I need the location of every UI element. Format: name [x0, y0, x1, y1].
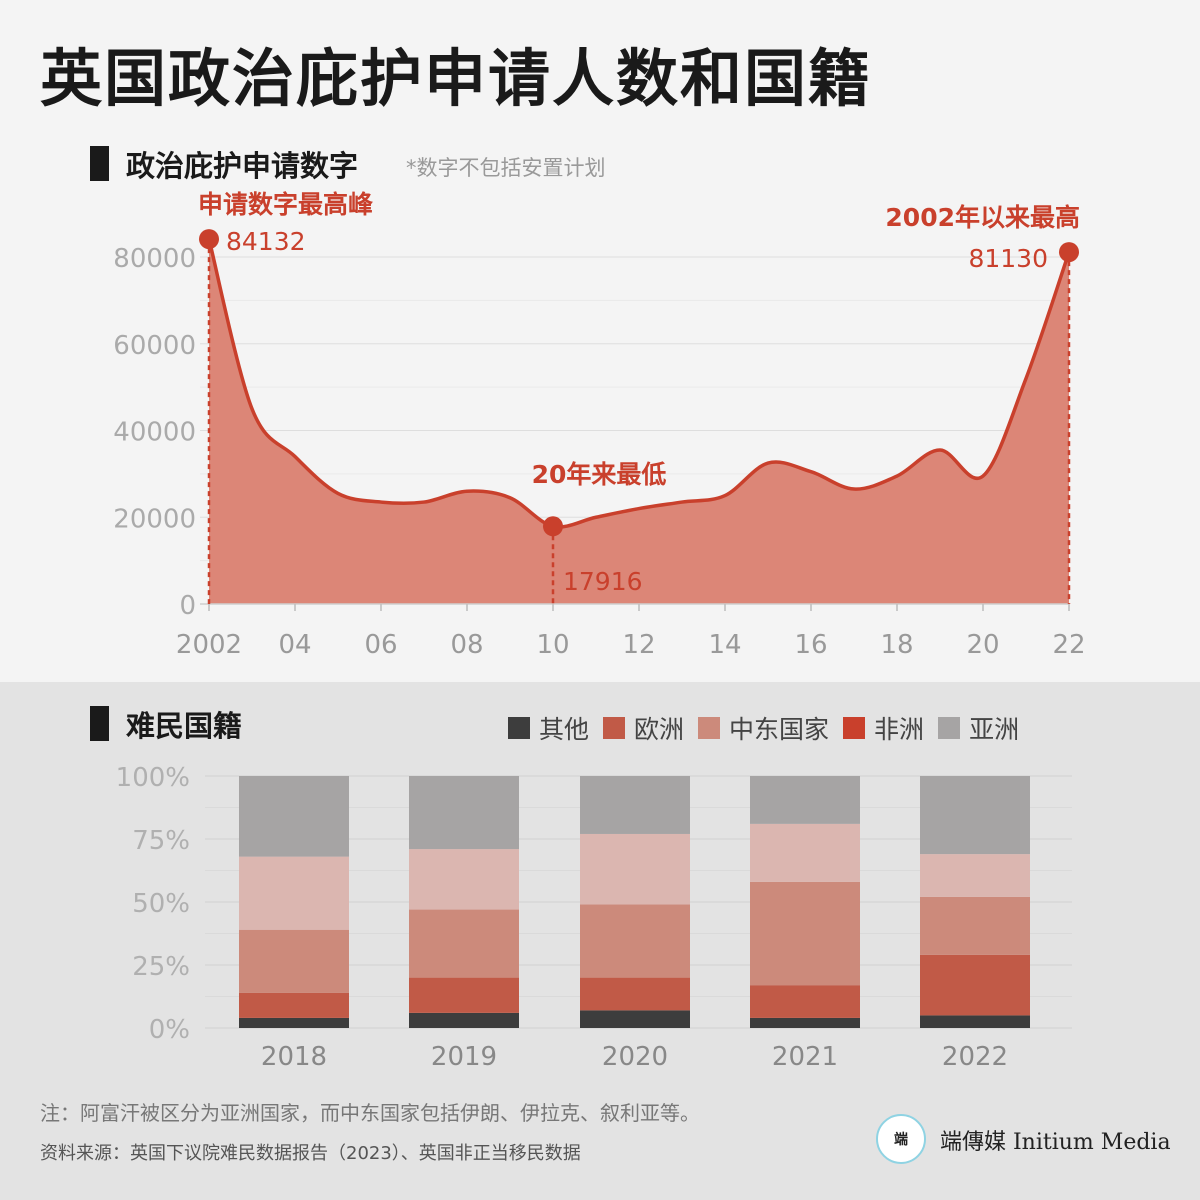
legend-label-europe: 欧洲 [634, 715, 685, 744]
y-tick-label: 0% [149, 1015, 190, 1045]
section-marker-asylum [90, 146, 109, 181]
nationality-chart-title: 难民国籍 [126, 709, 243, 743]
bar-segment [920, 854, 1030, 897]
y-tick-label: 25% [132, 952, 190, 982]
bar-segment [750, 985, 860, 1018]
legend-item-europe: 欧洲 [603, 710, 684, 746]
x-tick-label: 2019 [431, 1042, 497, 1072]
bar-segment [239, 776, 349, 857]
nationality-stacked-bar-chart: 0% 25% 50% 75% 100% 2018 2019 2020 2021 2022 [116, 763, 1072, 1072]
bar-segment [750, 881, 860, 986]
annotation-title: 2002年以来最高 [885, 203, 1080, 232]
x-tick-label: 2002 [176, 630, 242, 660]
y-tick-label: 80000 [113, 244, 196, 274]
page-title: 英国政治庇护申请人数和国籍 [40, 42, 873, 115]
legend-swatch-other [508, 717, 530, 739]
bar-segment [750, 823, 860, 882]
x-tick-label: 08 [450, 630, 483, 660]
legend-swatch-asia [938, 717, 961, 739]
bar-segment [750, 1017, 860, 1028]
asylum-chart-subtitle: *数字不包括安置计划 [406, 156, 606, 180]
legend-swatch-africa [843, 717, 866, 739]
bar-segment [239, 929, 349, 993]
y-tick-label: 100% [116, 763, 190, 793]
y-tick-label: 20000 [113, 504, 196, 534]
legend-label-asia: 亚洲 [969, 715, 1020, 744]
legend-swatch-europe [603, 717, 626, 739]
x-tick-label: 2022 [942, 1042, 1008, 1072]
bar-segment [920, 954, 1030, 1016]
brand-name: 端傳媒 Initium Media [940, 1130, 1171, 1155]
bar-segment [920, 896, 1030, 955]
y-tick-label: 60000 [113, 331, 196, 361]
bar-segment [409, 1012, 519, 1028]
x-tick-label: 2018 [261, 1042, 327, 1072]
x-tick-label: 04 [278, 630, 311, 660]
legend-label-africa: 非洲 [874, 715, 925, 744]
bar-segment [580, 1010, 690, 1028]
y-tick-label: 75% [132, 826, 190, 856]
legend-label-middle-east: 中东国家 [729, 715, 830, 744]
annotation-marker [543, 516, 563, 537]
initium-logo-icon: 端 [876, 1114, 926, 1164]
bar-segment [920, 1015, 1030, 1028]
annotation-title: 申请数字最高峰 [198, 190, 373, 219]
bar-segment [409, 849, 519, 910]
x-tick-label: 14 [708, 630, 741, 660]
x-tick-label: 12 [622, 630, 655, 660]
bar-segment [920, 776, 1030, 855]
bar-segment [580, 904, 690, 978]
x-tick-label: 2020 [602, 1042, 668, 1072]
x-tick-label: 06 [364, 630, 397, 660]
source-note: 资料来源：英国下议院难民数据报告（2023）、英国非正当移民数据 [40, 1143, 581, 1164]
bar-segment [580, 977, 690, 1011]
legend-item-middle-east: 中东国家 [698, 710, 829, 746]
x-tick-label: 16 [794, 630, 827, 660]
x-tick-label: 22 [1052, 630, 1085, 660]
annotation-marker [1059, 242, 1079, 263]
footnote: 注：阿富汗被区分为亚洲国家，而中东国家包括伊朗、伊拉克、叙利亚等。 [40, 1101, 700, 1125]
bar-segment [239, 1017, 349, 1028]
asylum-area-chart: 0 20000 40000 60000 80000 2002 04 06 08 10 12 14 16 1… [113, 190, 1085, 660]
annotation-value-label: 81130 [968, 244, 1048, 273]
section-marker-nationality [90, 706, 109, 741]
y-tick-label: 40000 [113, 418, 196, 448]
bar-segment [409, 776, 519, 850]
annotation-marker [199, 229, 219, 250]
legend-item-other: 其他 [508, 710, 589, 746]
bar-segment [580, 833, 690, 905]
x-tick-label: 2021 [772, 1042, 838, 1072]
bar-segment [239, 992, 349, 1018]
annotation-value-label: 17916 [563, 567, 643, 596]
legend-item-africa: 非洲 [843, 710, 924, 746]
legend-swatch-middle-east [698, 717, 721, 739]
x-tick-label: 18 [880, 630, 913, 660]
annotation-title: 20年来最低 [532, 460, 667, 489]
y-tick-label: 50% [132, 889, 190, 919]
asylum-chart-title: 政治庇护申请数字 [126, 149, 359, 183]
x-tick-label: 20 [966, 630, 999, 660]
bar-segment [409, 977, 519, 1013]
nationality-legend: 其他 欧洲 中东国家 非洲 亚洲 [508, 710, 1033, 746]
legend-item-asia: 亚洲 [938, 710, 1019, 746]
y-tick-label: 0 [179, 591, 196, 621]
asylum-area-fill [209, 239, 1069, 604]
legend-label-other: 其他 [539, 715, 590, 744]
bar-segment [239, 856, 349, 930]
x-tick-label: 10 [536, 630, 569, 660]
asylum-line [207, 238, 1071, 529]
bar-segment [580, 776, 690, 834]
annotation-value-label: 84132 [226, 227, 306, 256]
bar-segment [409, 909, 519, 978]
bar-segment [750, 776, 860, 824]
